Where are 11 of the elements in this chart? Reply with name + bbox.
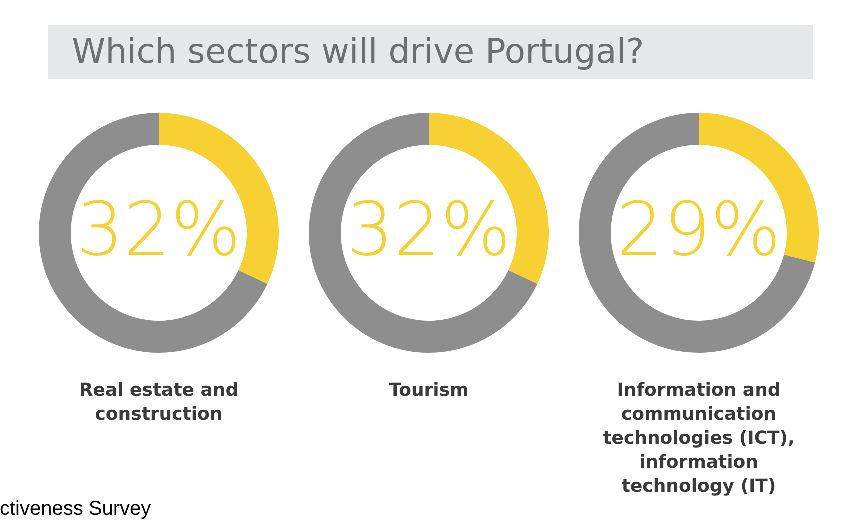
text: ctiveness Survey bbox=[0, 498, 152, 521]
donut-slice bbox=[39, 113, 268, 353]
text: Information and communication technologies (ICT), information technology (IT) bbox=[603, 380, 795, 497]
data-label: 32% bbox=[76, 187, 242, 273]
donut-slice bbox=[309, 113, 538, 353]
text: Real estate and construction bbox=[79, 380, 239, 425]
donut-slice bbox=[579, 113, 816, 353]
text: Tourism bbox=[389, 380, 469, 401]
data-label: 32% bbox=[346, 187, 512, 273]
text: Which sectors will drive Portugal? bbox=[48, 25, 813, 79]
data-label: 29% bbox=[616, 187, 782, 273]
